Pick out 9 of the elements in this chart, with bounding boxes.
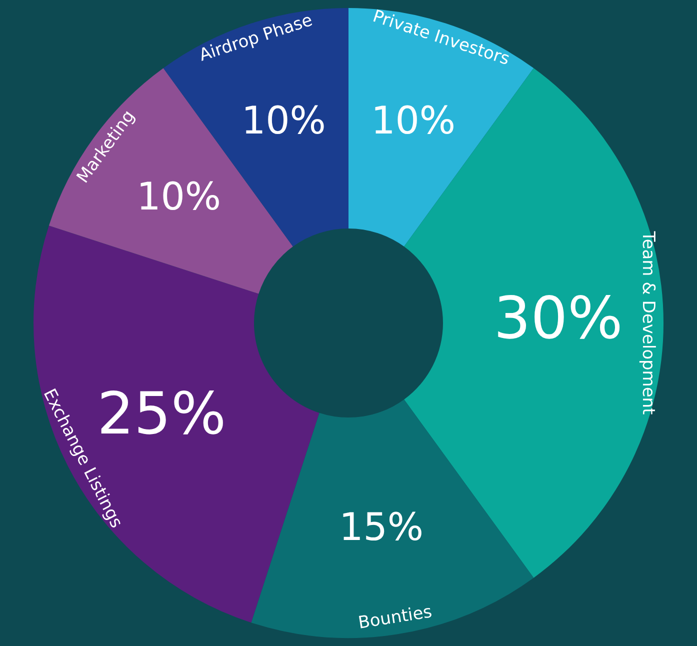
data-label: 25%: [97, 379, 226, 448]
data-label: 10%: [241, 98, 326, 142]
slice-label: Airdrop Phase: [196, 10, 315, 66]
data-label: 10%: [136, 174, 222, 219]
data-label: 10%: [371, 98, 456, 142]
slice-label: Team & Development: [638, 230, 658, 416]
data-label: 30%: [494, 284, 623, 352]
slice-label: Bounties: [356, 602, 434, 634]
data-label: 15%: [339, 505, 424, 550]
